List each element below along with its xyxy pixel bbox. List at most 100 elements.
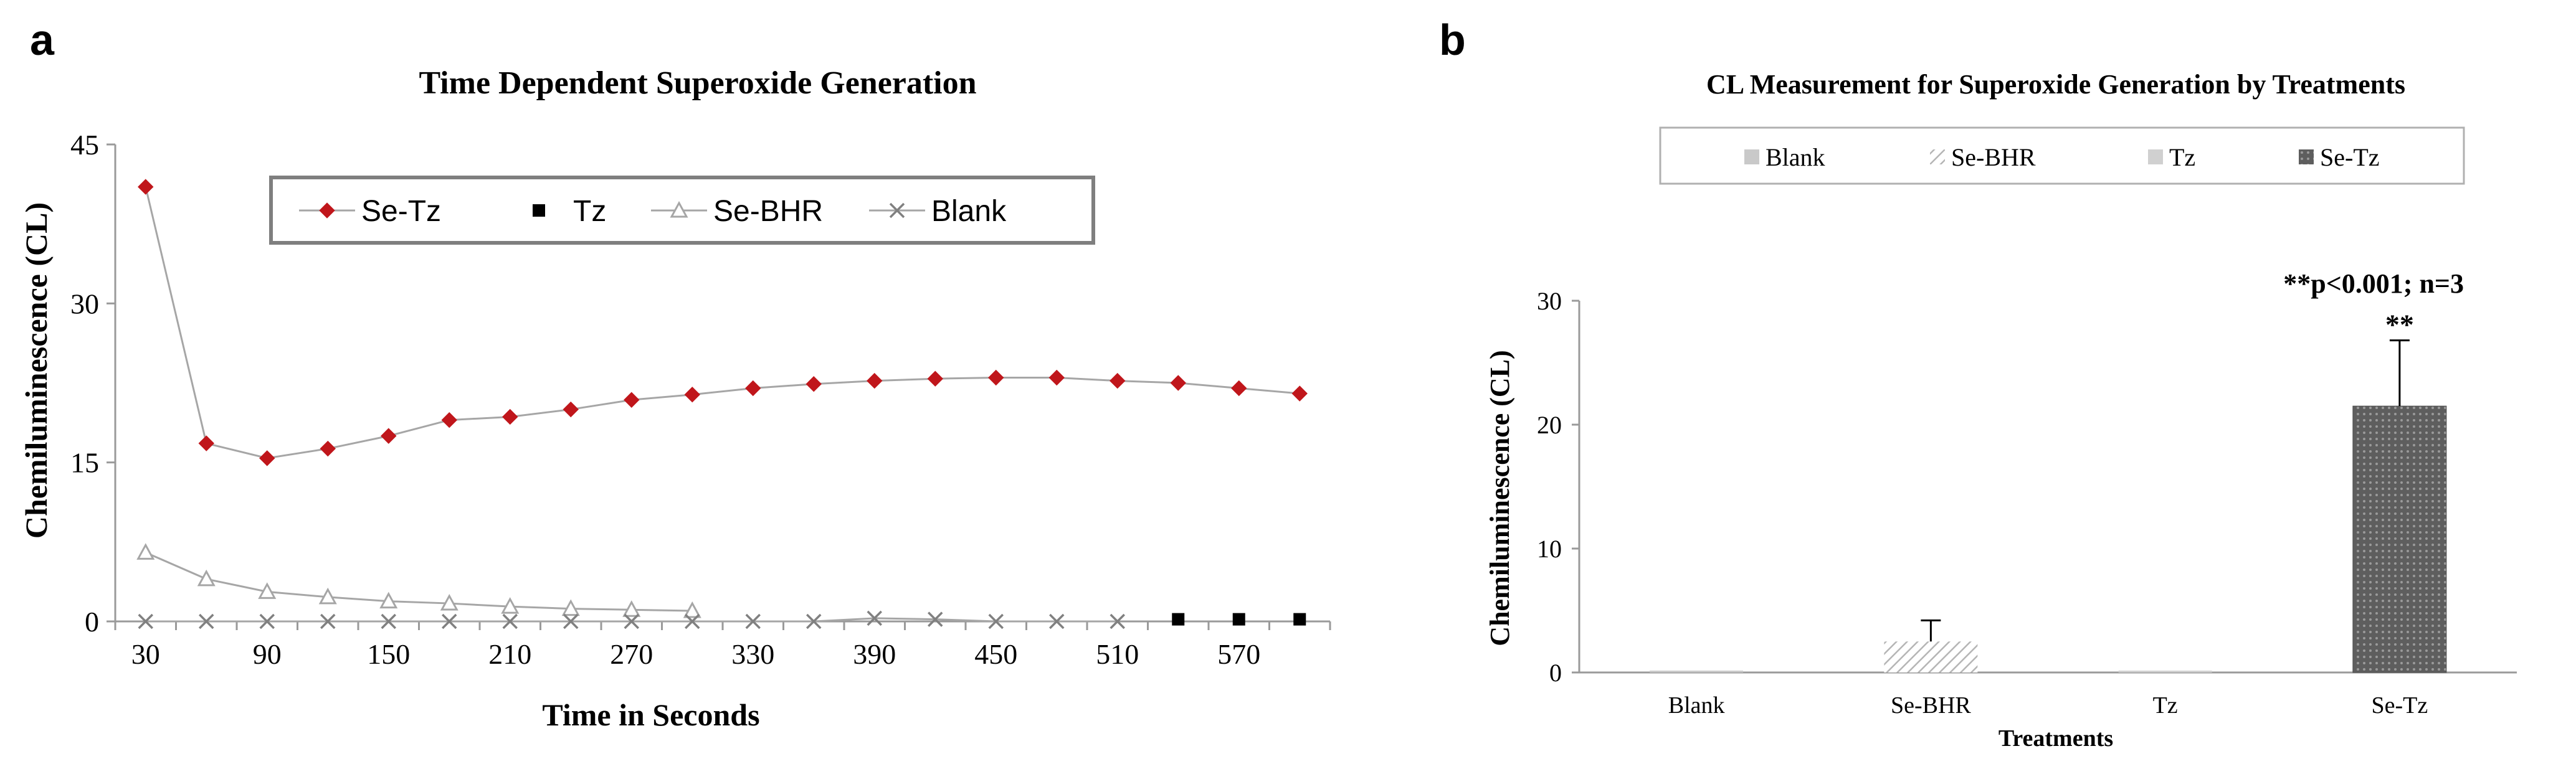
- data-point-blank: [806, 613, 822, 630]
- legend-label: Se-BHR: [1951, 143, 2036, 171]
- y-tick-label: 10: [1537, 535, 1562, 563]
- legend-label: Se-Tz: [2320, 143, 2380, 171]
- data-point-se-tz: [1291, 385, 1308, 402]
- legend-marker-se-tz: [319, 202, 335, 219]
- data-point-se-tz: [745, 380, 761, 397]
- bar-blank: [1650, 671, 1744, 672]
- data-point-se-bhr: [197, 569, 216, 587]
- data-point-se-bhr: [683, 601, 701, 618]
- legend-marker-blank: [889, 202, 905, 219]
- chart-b-title: CL Measurement for Superoxide Generation…: [1706, 69, 2405, 100]
- legend-item-tz: Tz: [533, 195, 606, 228]
- data-point-se-bhr: [622, 600, 641, 617]
- chart-a-y-axis-label: Chemiluminescence (CL): [19, 202, 54, 539]
- legend-marker-tz: [533, 204, 545, 217]
- data-point-se-tz: [867, 372, 883, 389]
- x-tick-label: 270: [610, 638, 653, 670]
- x-tick-label: 570: [1217, 638, 1260, 670]
- x-tick-label: 30: [131, 638, 160, 670]
- data-point-blank: [442, 613, 457, 630]
- legend-item-tz: Tz: [2148, 143, 2195, 171]
- series-se-bhr: [136, 543, 701, 618]
- data-point-blank: [320, 613, 336, 630]
- data-point-se-tz: [138, 179, 154, 195]
- chart-a-x-ticks: 30 90 150 210 270 330 390 450 510 570: [114, 621, 1331, 670]
- x-tick-label: 390: [853, 638, 896, 670]
- y-tick-label: 20: [1537, 411, 1562, 439]
- data-point-se-tz: [198, 435, 214, 451]
- data-point-tz: [1172, 613, 1185, 626]
- data-point-blank: [199, 613, 214, 630]
- data-point-blank: [259, 613, 275, 630]
- data-point-se-bhr: [318, 587, 337, 605]
- data-point-blank: [988, 613, 1004, 630]
- chart-b-bars: **: [1650, 309, 2447, 673]
- legend-label: Se-BHR: [713, 195, 823, 228]
- chart-b-legend: Blank Se-BHR Tz Se-Tz: [1659, 126, 2465, 185]
- legend-item-blank: Blank: [1744, 143, 1825, 171]
- chart-b-x-axis-label: Treatments: [1999, 725, 2113, 752]
- y-tick-label: 45: [70, 129, 99, 161]
- data-point-se-bhr: [258, 582, 277, 599]
- data-point-se-tz: [502, 408, 518, 425]
- data-point-blank: [381, 613, 396, 630]
- legend-swatch-se-tz: [2299, 149, 2314, 164]
- x-tick-label: Se-BHR: [1891, 692, 1971, 719]
- legend-label: Tz: [573, 195, 606, 228]
- legend-item-se-tz: Se-Tz: [2299, 143, 2380, 171]
- chart-b-y-axis-label: Chemiluminescence (CL): [1485, 350, 1515, 646]
- chart-a-title: Time Dependent Superoxide Generation: [419, 65, 976, 101]
- series-line-se-bhr: [145, 551, 693, 612]
- legend-label: Blank: [931, 195, 1007, 228]
- data-point-blank: [502, 613, 518, 630]
- legend-label: Se-Tz: [361, 195, 441, 228]
- x-tick-label: Tz: [2153, 692, 2178, 719]
- data-point-blank: [563, 613, 579, 630]
- panel-label-a: a: [30, 16, 55, 64]
- data-point-blank: [745, 613, 761, 630]
- legend-swatch-blank: [1744, 149, 1759, 164]
- legend-label: Tz: [2169, 143, 2195, 171]
- data-point-tz: [1293, 613, 1306, 626]
- chart-b-x-ticks: Blank Se-BHR Tz Se-Tz: [1668, 692, 2428, 719]
- chart-a-y-ticks: 0 15 30 45: [70, 129, 115, 638]
- data-point-se-tz: [927, 370, 943, 387]
- chart-b-y-ticks: 0 10 20 30: [1537, 287, 1579, 687]
- data-point-se-tz: [988, 369, 1004, 386]
- data-point-se-bhr: [561, 599, 580, 616]
- series-tz: [1172, 613, 1306, 626]
- legend-item-blank: Blank: [869, 195, 1007, 228]
- data-point-blank: [138, 613, 153, 630]
- chart-a-legend: Se-Tz Tz Se-BHR Blank: [269, 176, 1095, 245]
- data-point-se-tz: [381, 428, 397, 444]
- data-point-blank: [867, 610, 882, 626]
- legend-swatch-tz: [2148, 149, 2163, 164]
- x-tick-label: 510: [1096, 638, 1139, 670]
- panel-label-b: b: [1439, 16, 1466, 64]
- y-tick-label: 30: [70, 288, 99, 319]
- x-tick-label: 210: [488, 638, 531, 670]
- data-point-se-bhr: [136, 543, 155, 560]
- data-point-se-tz: [624, 392, 640, 408]
- x-tick-label: 330: [731, 638, 774, 670]
- data-point-se-tz: [320, 440, 336, 457]
- data-point-se-tz: [441, 412, 457, 428]
- bar-tz: [2118, 671, 2212, 672]
- y-tick-label: 30: [1537, 287, 1562, 315]
- significance-annotation: **p<0.001; n=3: [2283, 268, 2464, 299]
- data-point-tz: [1232, 613, 1245, 626]
- data-point-se-tz: [1170, 375, 1186, 391]
- bar-se-tz: [2352, 405, 2447, 673]
- legend-item-se-bhr: Se-BHR: [651, 195, 823, 228]
- legend-label: Blank: [1766, 143, 1825, 171]
- y-tick-label: 0: [85, 606, 99, 638]
- series-line-se-tz: [145, 186, 1300, 460]
- data-point-blank: [1049, 613, 1065, 630]
- data-point-se-tz: [1048, 369, 1065, 386]
- data-point-se-bhr: [501, 597, 520, 614]
- legend-item-se-tz: Se-Tz: [299, 195, 441, 228]
- x-tick-label: 450: [974, 638, 1017, 670]
- data-point-se-tz: [563, 401, 579, 418]
- legend-swatch-se-bhr: [1930, 149, 1945, 164]
